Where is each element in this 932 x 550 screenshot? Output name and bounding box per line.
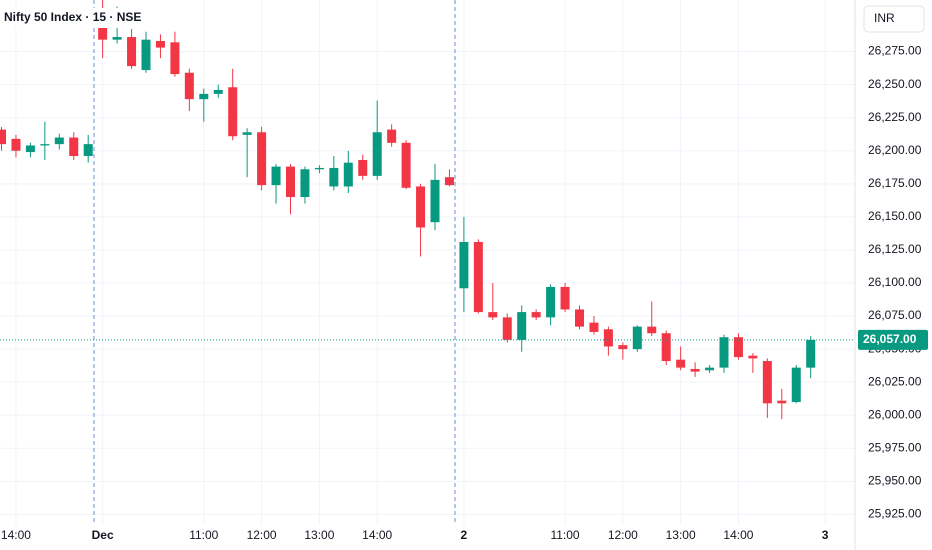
candle-body	[546, 286, 556, 318]
y-tick-label: 26,075.00	[868, 308, 922, 322]
candle-body	[358, 160, 368, 176]
candle-body	[127, 37, 137, 67]
candle-body	[748, 355, 758, 359]
candle-body	[806, 339, 816, 368]
candle-body	[25, 145, 35, 153]
x-tick-label: 11:00	[550, 528, 579, 542]
candle-body	[155, 40, 165, 48]
candle-body	[473, 242, 483, 313]
candle-body	[199, 93, 209, 100]
candle-body	[502, 317, 512, 340]
candle-body	[647, 326, 657, 334]
candle-body	[661, 333, 671, 362]
y-tick-label: 26,250.00	[868, 77, 922, 91]
candle-body	[40, 144, 50, 146]
y-tick-label: 26,225.00	[868, 110, 922, 124]
candle-body	[83, 144, 93, 157]
y-tick-label: 26,275.00	[868, 44, 922, 58]
candle-body	[401, 142, 411, 188]
candle-body	[213, 89, 223, 94]
y-tick-label: 25,950.00	[868, 474, 922, 488]
y-tick-label: 25,975.00	[868, 440, 922, 454]
candle-body	[430, 179, 440, 223]
candle-body	[343, 162, 353, 187]
candle-body	[705, 367, 715, 371]
candle-body	[632, 326, 642, 350]
candle-body	[271, 166, 281, 186]
x-tick-label: 3	[822, 528, 829, 542]
candle-body	[531, 312, 541, 318]
last-price-label: 26,057.00	[863, 332, 917, 346]
candle-body	[416, 186, 426, 228]
candle-body	[314, 167, 324, 170]
candle-body	[444, 177, 454, 186]
candle-body	[603, 329, 613, 347]
x-tick-label: 14:00	[1, 528, 31, 542]
candle-body	[228, 87, 238, 137]
candle-body	[286, 166, 295, 198]
y-tick-label: 26,200.00	[868, 143, 922, 157]
candle-body	[618, 345, 628, 350]
x-tick-label: 13:00	[304, 528, 334, 542]
candle-body	[733, 337, 743, 358]
candle-body	[459, 242, 469, 289]
currency-button[interactable]	[863, 5, 925, 33]
candle-body	[589, 322, 599, 332]
y-tick-label: 25,925.00	[868, 507, 922, 521]
candle-body	[560, 286, 570, 310]
x-tick-label: 11:00	[189, 528, 218, 542]
x-tick-label: 13:00	[666, 528, 696, 542]
candle-body	[488, 312, 498, 318]
x-tick-label: Dec	[92, 528, 114, 542]
chart-title: Nifty 50 Index · 15 · NSE	[4, 10, 141, 24]
y-tick-label: 26,025.00	[868, 374, 922, 388]
candle-body	[69, 137, 79, 157]
y-tick-label: 26,150.00	[868, 209, 922, 223]
candle-body	[0, 129, 6, 145]
candle-body	[11, 138, 21, 151]
y-tick-label: 26,100.00	[868, 275, 922, 289]
candle-body	[184, 72, 194, 100]
candle-body	[517, 312, 527, 340]
candle-body	[690, 368, 700, 372]
x-tick-label: 14:00	[723, 528, 753, 542]
candle-body	[54, 137, 64, 145]
candle-body	[141, 39, 151, 71]
y-tick-label: 26,000.00	[868, 407, 922, 421]
y-tick-label: 26,125.00	[868, 242, 922, 256]
currency[interactable]: INR	[874, 11, 895, 25]
candle-body	[300, 169, 310, 198]
title-background	[0, 8, 150, 28]
candle-body	[112, 37, 122, 40]
x-tick-label: 12:00	[247, 528, 277, 542]
candle-body	[791, 367, 801, 403]
candle-body	[575, 309, 584, 327]
candle-body	[242, 132, 252, 135]
candle-body	[762, 361, 772, 404]
candle-body	[676, 359, 686, 368]
grid	[0, 0, 855, 525]
candle-body	[257, 132, 267, 186]
candle-body	[372, 132, 382, 176]
last-price-tag	[858, 329, 928, 350]
candle-body	[777, 400, 787, 404]
candle-body	[387, 129, 397, 143]
x-tick-label: 14:00	[362, 528, 392, 542]
x-tick-label: 2	[461, 528, 468, 542]
x-tick-label: 12:00	[608, 528, 638, 542]
y-tick-label: 26,175.00	[868, 176, 922, 190]
candle-body	[719, 337, 729, 368]
candles	[0, 0, 816, 420]
candle-body	[329, 167, 339, 187]
candle-body	[170, 42, 180, 75]
